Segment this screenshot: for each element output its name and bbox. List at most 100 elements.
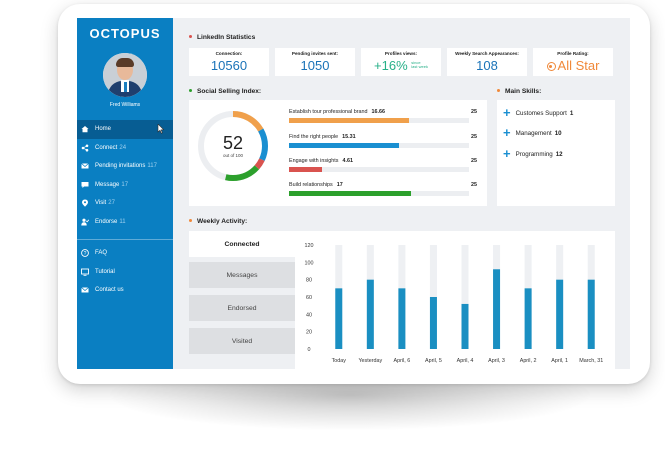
medal-icon — [546, 62, 556, 71]
message-icon — [81, 181, 89, 189]
bar-track — [461, 245, 469, 349]
tab-messages[interactable]: Messages — [189, 262, 295, 288]
skill-item[interactable]: + Management 10 — [503, 125, 562, 140]
plus-icon: + — [503, 105, 511, 120]
sidebar: OCTOPUS Fred Williams Home — [77, 18, 173, 369]
sidebar-item-home[interactable]: Home — [77, 120, 173, 139]
skill-item[interactable]: + Customes Support 1 — [503, 105, 574, 120]
stat-search-appearances[interactable]: Weekly Search Appearances: 108 — [447, 48, 527, 76]
y-tick-label: 60 — [306, 295, 312, 301]
stat-pending-invites[interactable]: Pending invites sent: 1050 — [275, 48, 355, 76]
cursor-icon — [157, 124, 164, 134]
x-tick-label: Today — [332, 358, 347, 364]
tab-endorsed[interactable]: Endorsed — [189, 295, 295, 321]
x-tick-label: April, 1 — [551, 358, 568, 364]
visit-icon — [81, 199, 89, 207]
y-tick-label: 40 — [306, 312, 312, 318]
app-screen: OCTOPUS Fred Williams Home — [77, 18, 630, 369]
ssi-row[interactable]: Build relationships 17 25 — [289, 182, 477, 196]
ssi-panel: 52 out of 100 Establish tour professiona… — [189, 100, 487, 206]
sidebar-item-label: Endorse — [95, 218, 118, 225]
sidebar-item-label: Contact us — [95, 287, 124, 294]
stat-profile-views[interactable]: Profiles views: +16% since last week — [361, 48, 441, 76]
stat-connections[interactable]: Connection: 10560 — [189, 48, 269, 76]
stat-profile-rating[interactable]: Profile Rating: All Star — [533, 48, 613, 76]
chart-bar[interactable] — [493, 269, 501, 349]
y-tick-label: 100 — [305, 260, 314, 266]
chart-bar[interactable] — [398, 288, 406, 349]
ssi-row-label: Establish tour professional brand 16.66 — [289, 109, 386, 115]
skill-item[interactable]: + Programming 12 — [503, 146, 563, 161]
ssi-progress-fill — [289, 118, 409, 123]
connect-icon — [81, 144, 89, 152]
ssi-score-caption: out of 100 — [222, 153, 244, 158]
donut-segment — [198, 111, 268, 181]
bullet-dot — [497, 89, 500, 92]
bullet-dot — [189, 35, 192, 38]
tab-visited[interactable]: Visited — [189, 328, 295, 354]
ssi-progress-track — [289, 167, 469, 172]
sidebar-item-tutorial[interactable]: Tutorial — [77, 263, 173, 282]
sidebar-item-label: Home — [95, 126, 112, 133]
contact-icon — [81, 286, 89, 294]
weekly-chart-panel: 0 20 40 60 80 100 120 Today Yesterday April, 6 Apr… — [295, 231, 615, 369]
x-tick-label: April, 6 — [393, 358, 410, 364]
faq-icon: ? — [81, 249, 89, 258]
sidebar-item-endorse[interactable]: Endorse 11 — [77, 213, 173, 232]
ssi-progress-fill — [289, 143, 400, 148]
y-tick-label: 0 — [308, 347, 311, 353]
avatar[interactable] — [103, 53, 147, 97]
sidebar-item-faq[interactable]: ? FAQ — [77, 244, 173, 263]
stat-label: Pending invites sent: — [291, 51, 339, 56]
stat-label: Connection: — [215, 51, 243, 56]
x-tick-label: March, 31 — [579, 358, 603, 364]
stat-value: 108 — [476, 58, 498, 73]
bullet-dot — [189, 89, 192, 92]
sidebar-item-label: Visit — [95, 200, 107, 207]
sidebar-item-count: 24 — [119, 144, 127, 151]
x-tick-label: April, 4 — [457, 358, 474, 364]
stat-label: Profile Rating: — [557, 51, 589, 56]
chart-bar[interactable] — [335, 288, 343, 349]
ssi-score: 52 — [222, 133, 244, 153]
sidebar-item-contact-us[interactable]: Contact us — [77, 281, 173, 300]
sidebar-item-connect[interactable]: Connect 24 — [77, 139, 173, 158]
chart-bar[interactable] — [587, 279, 595, 349]
x-tick-label: April, 3 — [488, 358, 505, 364]
user-name: Fred Williams — [109, 102, 141, 108]
sidebar-item-pending-invitations[interactable]: Pending invitations 117 — [77, 157, 173, 176]
stat-value: +16% since last week — [374, 58, 428, 73]
y-tick-label: 20 — [306, 330, 312, 336]
chart-bar[interactable] — [429, 297, 437, 349]
sidebar-item-count: 27 — [108, 200, 115, 207]
sidebar-item-label: Tutorial — [95, 268, 115, 275]
weekly-bar-chart: 0 20 40 60 80 100 120 Today Yesterday April, 6 Apr… — [305, 243, 604, 364]
invitations-icon — [81, 162, 89, 170]
weekly-activity-area: Connected Messages Endorsed Visited 0 20 4… — [189, 231, 615, 369]
ssi-donut-chart — [198, 111, 268, 181]
ssi-row-max: 25 — [471, 158, 477, 164]
ssi-row-max: 25 — [471, 182, 477, 188]
sidebar-item-label: FAQ — [95, 250, 108, 257]
stat-value: 10560 — [210, 58, 248, 73]
stat-subtext: since last week — [411, 59, 428, 69]
ssi-row[interactable]: Find the right people 15.31 25 — [289, 134, 477, 148]
y-tick-label: 120 — [305, 243, 314, 249]
plus-icon: + — [503, 125, 511, 140]
x-tick-label: April, 5 — [425, 358, 442, 364]
tutorial-icon — [81, 268, 89, 276]
tab-connected[interactable]: Connected — [189, 231, 295, 257]
sidebar-item-label: Connect — [95, 144, 118, 151]
ssi-row[interactable]: Engage with insights 4.61 25 — [289, 158, 477, 172]
sidebar-item-message[interactable]: Message 17 — [77, 176, 173, 195]
app-logo[interactable]: OCTOPUS — [89, 26, 161, 41]
ssi-row[interactable]: Establish tour professional brand 16.66 2… — [289, 109, 477, 123]
sidebar-item-visit[interactable]: Visit 27 — [77, 194, 173, 213]
chart-bar[interactable] — [524, 288, 532, 349]
chart-bar[interactable] — [461, 303, 469, 349]
chart-bar[interactable] — [366, 279, 374, 349]
chart-bar[interactable] — [556, 279, 564, 349]
ssi-progress-track — [289, 191, 469, 196]
ssi-progress-fill — [289, 167, 323, 172]
